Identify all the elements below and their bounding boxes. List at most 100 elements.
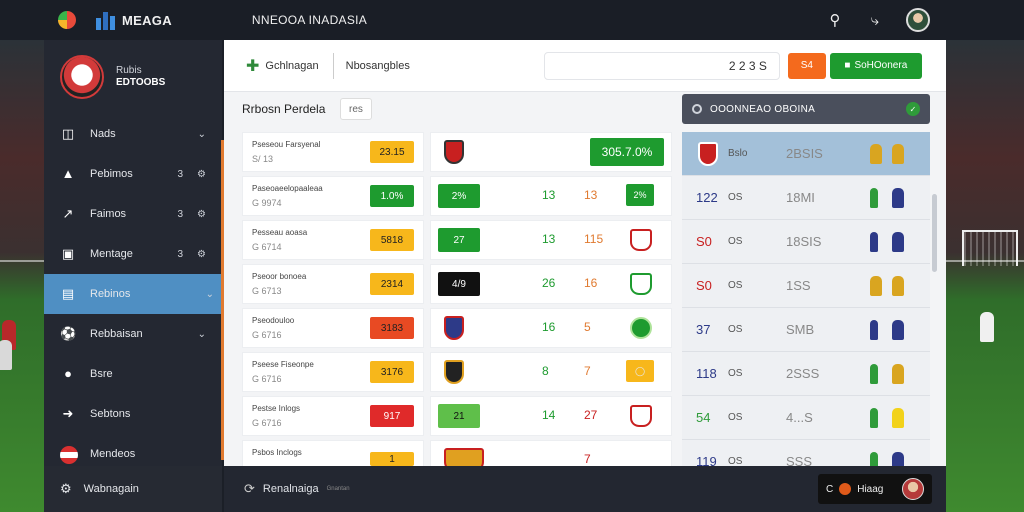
stat-value: 16: [542, 320, 556, 334]
medal-icon: [870, 319, 878, 340]
match-row[interactable]: Pestse Inlogs G 6716 917 21 14 27: [242, 396, 672, 440]
team-points: 2SSS: [786, 366, 820, 381]
chevron-down-icon: ⌄: [197, 328, 206, 340]
profile-subtitle: EDTOOBS: [116, 77, 166, 88]
medal-icon: [870, 363, 878, 384]
match-list: Pseseou Farsyenal S/ 13 23.15 305.7.0% P…: [242, 132, 672, 466]
team-suffix: OS: [728, 192, 743, 203]
sidebar-item-mentage[interactable]: ▣ Mentage 3 ⚙: [44, 234, 222, 274]
profile-text: Rubis EDTOOBS: [116, 65, 165, 89]
match-row[interactable]: Pseodouloo G 6716 3183 16 5: [242, 308, 672, 352]
score-pill: 3176: [370, 361, 414, 383]
search-icon[interactable]: ⚲: [829, 12, 841, 29]
match-row[interactable]: Pseese Fiseonpe G 6716 3176 8 7 ◯: [242, 352, 672, 396]
stat-badge: 21: [438, 404, 480, 428]
match-row[interactable]: Pesseau aoasa G 6714 5818 27 13 115: [242, 220, 672, 264]
stat-value: 13: [584, 188, 598, 202]
sidebar-item-label: Bsre: [90, 368, 113, 380]
orange-button[interactable]: S4: [787, 52, 826, 79]
sidebar-item-label: Rebbaisan: [90, 328, 143, 340]
standings-row[interactable]: 118 OS 2SSS: [682, 352, 930, 396]
sidebar-item-faimos[interactable]: ↗ Faimos 3 ⚙: [44, 194, 222, 234]
filter-tag[interactable]: res: [340, 98, 372, 120]
header-value-field[interactable]: 2 2 3 S: [543, 51, 780, 80]
soccer-ball-icon: ⚽: [60, 326, 77, 341]
trophy-icon: [892, 143, 904, 164]
main-title: Gchlnagan: [265, 59, 319, 72]
team-suffix: OS: [728, 412, 743, 423]
sidebar-item-label: Mendeos: [90, 448, 136, 460]
sidebar-item-rebinos[interactable]: ▤ Rebinos ⌄: [44, 274, 230, 314]
user-chip[interactable]: C Hiaag: [818, 474, 932, 504]
app-logo-icon[interactable]: [58, 11, 76, 29]
team-points: 4...S: [786, 410, 813, 425]
standings-panel: OOONNEAO OBOINA ✓ Bslo 2BSIS 122 OS 18MI…: [682, 94, 930, 466]
team-name: Pesseau aoasa: [252, 228, 308, 237]
sidebar-footer[interactable]: ⚙ Wabnagain: [44, 466, 222, 512]
team-crest-icon: [444, 140, 464, 164]
sidebar-item-nads[interactable]: ◫ Nads ⌄: [44, 114, 222, 154]
standings-row[interactable]: 54 OS 4...S: [682, 396, 930, 440]
refresh-icon[interactable]: ⟳: [244, 481, 255, 496]
team-name: Pestse Inlogs: [252, 404, 301, 413]
match-row[interactable]: Paseoaeelopaaleaa G 9974 1.0% 2% 13 13 2…: [242, 176, 672, 220]
sidebar-item-bsre[interactable]: ● Bsre: [44, 354, 222, 394]
match-row[interactable]: Pseoor bonoea G 6713 2314 4/9 26 16: [242, 264, 672, 308]
chart-icon: ↗: [62, 206, 74, 221]
match-row[interactable]: Psbos Inclogs 1 7: [242, 440, 672, 466]
team-points: 1SS: [786, 278, 811, 293]
user-avatar: [902, 478, 924, 500]
team-rank: 118: [696, 366, 717, 381]
bottom-sub: Gnantan: [326, 486, 350, 492]
standings-row[interactable]: Bslo 2BSIS: [682, 132, 930, 176]
team-points: 18MI: [786, 190, 815, 205]
standings-row[interactable]: 122 OS 18MI: [682, 176, 930, 220]
standings-row[interactable]: S0 OS 18SIS: [682, 220, 930, 264]
scrollbar[interactable]: [932, 194, 937, 272]
medal-icon: [870, 451, 878, 466]
standings-row[interactable]: 119 OS SSS: [682, 440, 930, 466]
team-name: Paseoaeelopaaleaa: [252, 184, 323, 193]
bottom-bar: ⟳ Renalnaiga Gnantan C Hiaag: [224, 466, 946, 512]
team-name: Pseseou Farsyenal: [252, 140, 321, 149]
score-pill: 2314: [370, 273, 414, 295]
user-avatar[interactable]: [906, 8, 930, 32]
team-name: Pseodouloo: [252, 316, 295, 325]
sidebar-item-mendeos[interactable]: Mendeos: [44, 434, 222, 474]
team-sub: G 6713: [252, 286, 282, 296]
sidebar-item-label: Sebtons: [90, 408, 131, 420]
sidebar-item-rebbaisan[interactable]: ⚽ Rebbaisan ⌄: [44, 314, 222, 354]
team-sub: G 9974: [252, 198, 282, 208]
team-crest-icon: [630, 405, 652, 427]
sidebar-item-pebimos[interactable]: ▲ Pebimos 3 ⚙: [44, 154, 222, 194]
team-points: SMB: [786, 322, 815, 337]
sidebar-item-label: Rebinos: [90, 288, 131, 300]
gear-icon: ⚙: [197, 208, 206, 220]
sidebar-item-label: Mentage: [90, 248, 133, 260]
sidebar-accent: [221, 140, 224, 460]
match-row[interactable]: Pseseou Farsyenal S/ 13 23.15 305.7.0%: [242, 132, 672, 176]
team-sub: G 6716: [252, 330, 282, 340]
green-button[interactable]: ■ SoHOonera: [829, 52, 922, 79]
orange-button-label: S4: [800, 60, 813, 71]
profile-card[interactable]: Rubis EDTOOBS: [44, 40, 222, 114]
sidebar-item-label: Pebimos: [90, 168, 133, 180]
team-rank: S0: [696, 278, 712, 293]
percent-badge: 305.7.0%: [590, 138, 664, 166]
settings-icon: ⚙: [60, 481, 72, 496]
standings-row[interactable]: 37 OS SMB: [682, 308, 930, 352]
standings-row[interactable]: S0 OS 1SS: [682, 264, 930, 308]
team-name: Bslo: [728, 148, 748, 159]
team-crest-icon: [630, 229, 652, 251]
profile-avatar: [60, 55, 104, 99]
share-icon[interactable]: ⤷: [870, 11, 880, 29]
plus-icon[interactable]: ✚: [246, 57, 260, 75]
team-name: Psbos Inclogs: [252, 448, 302, 457]
top-bar: MEAGA NNEOOA INADASIA ⚲ ⤷: [0, 0, 1024, 40]
trophy-icon: [892, 363, 904, 384]
grad-cap-icon: ▲: [61, 166, 75, 181]
stat-badge: 4/9: [438, 272, 480, 296]
main-header: ✚ Gchlnagan Nbosangbles 2 2 3 S S4 ■ SoHO…: [224, 40, 946, 92]
check-icon[interactable]: ✓: [906, 102, 920, 116]
sidebar-item-sebtons[interactable]: ➜ Sebtons: [44, 394, 222, 434]
